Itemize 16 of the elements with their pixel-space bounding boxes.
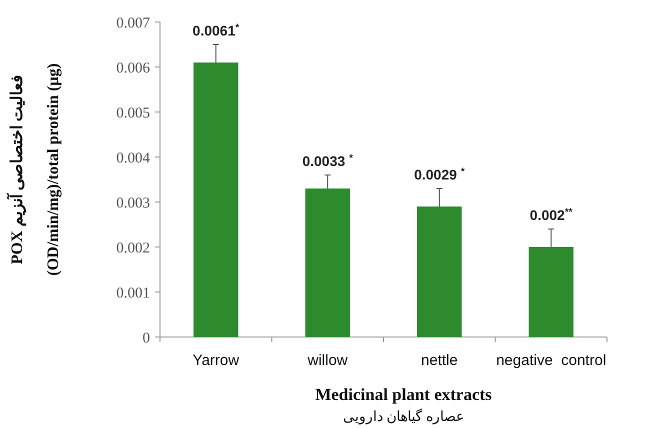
y-tick-label: 0	[142, 330, 150, 346]
y-tick-label: 0.001	[116, 285, 150, 302]
data-label: 0.0033 $^{*}$	[302, 152, 354, 169]
x-tick-label: Yarrow	[192, 352, 240, 369]
y-tick-label: 0.003	[116, 195, 150, 212]
y-tick-label: 0.006	[116, 60, 150, 76]
y-tick-label: 0.007	[116, 15, 150, 32]
data-label: 0.0061$^{*}$	[192, 22, 240, 38]
y-tick-label: 0.005	[116, 105, 150, 122]
data-label: 0.002$^{**}$	[530, 206, 573, 223]
y-tick-label: 0.002	[116, 240, 150, 256]
x-tick-label: willow	[306, 352, 348, 369]
data-label: 0.0029 $^{*}$	[414, 166, 465, 182]
y-tick-label: 0.004	[116, 150, 150, 166]
x-tick-label: negative control	[496, 352, 606, 369]
x-tick-label: nettle	[421, 352, 458, 369]
